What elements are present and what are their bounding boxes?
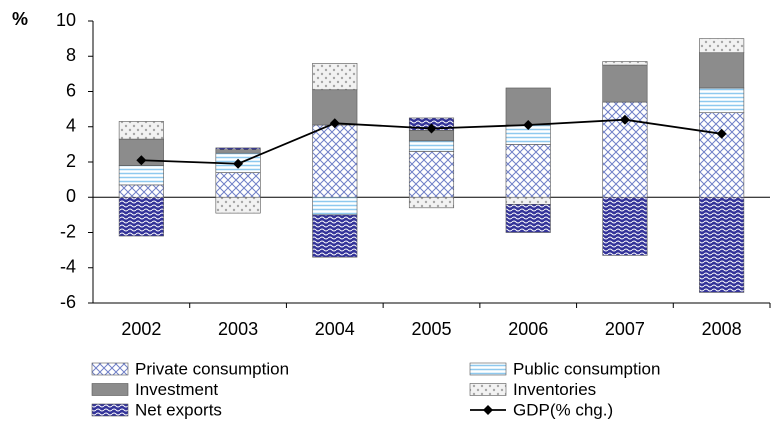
x-tick-label: 2002 <box>121 319 161 339</box>
bar-segment <box>408 140 455 152</box>
bar-segment <box>699 196 745 293</box>
bar-segment <box>215 172 261 198</box>
y-tick-label: 0 <box>66 186 76 206</box>
y-tick-label: 4 <box>66 116 76 136</box>
bar-segment <box>312 124 358 198</box>
line-marker <box>426 123 437 134</box>
legend-swatch <box>91 383 129 396</box>
y-tick-label: 2 <box>66 151 76 171</box>
bar-segment <box>312 196 358 216</box>
bar-segment <box>699 87 745 113</box>
y-tick-label: -6 <box>60 292 76 312</box>
legend-swatch <box>91 403 129 417</box>
bar-segment <box>215 196 261 214</box>
bar-segment <box>118 196 164 237</box>
line-marker <box>619 114 630 125</box>
legend-marker <box>483 405 493 415</box>
bar-segment <box>505 144 551 198</box>
bar-segment <box>118 121 164 140</box>
y-tick-label: -2 <box>60 221 76 241</box>
legend-label: Inventories <box>513 380 596 399</box>
y-tick-label: 10 <box>56 10 76 30</box>
bar-segment <box>312 214 358 258</box>
y-tick-label: 8 <box>66 45 76 65</box>
y-tick-label: 6 <box>66 80 76 100</box>
legend-swatch <box>469 362 507 376</box>
y-axis-label: % <box>12 9 28 29</box>
bar-segment <box>505 204 551 233</box>
legend-label: Investment <box>135 380 218 399</box>
bar-segment <box>312 62 358 91</box>
bar-segment <box>118 165 164 186</box>
bar-segment <box>215 147 261 150</box>
bar-segment <box>699 38 745 54</box>
x-tick-label: 2008 <box>702 319 742 339</box>
bar-segment <box>408 151 455 198</box>
legend-label: GDP(% chg.) <box>513 400 613 419</box>
bar-segment <box>505 87 551 126</box>
line-marker <box>329 118 340 129</box>
x-tick-label: 2005 <box>411 319 451 339</box>
legend-label: Private consumption <box>135 359 289 378</box>
bar-segment <box>699 112 745 198</box>
x-tick-label: 2003 <box>218 319 258 339</box>
line-marker <box>716 128 727 139</box>
y-tick-label: -4 <box>60 257 76 277</box>
bar-segment <box>699 52 745 89</box>
bar-segment <box>408 196 455 209</box>
bar-segment <box>505 196 551 205</box>
bar-segment <box>118 184 164 198</box>
x-tick-label: 2006 <box>508 319 548 339</box>
x-tick-label: 2004 <box>315 319 355 339</box>
legend-label: Public consumption <box>513 359 660 378</box>
legend-swatch <box>91 362 129 376</box>
bar-segment <box>602 61 648 66</box>
legend-label: Net exports <box>135 400 222 419</box>
x-tick-label: 2007 <box>605 319 645 339</box>
legend-swatch <box>469 383 507 396</box>
line-marker <box>233 158 244 169</box>
bar-segment <box>602 196 648 256</box>
line-marker <box>523 119 534 130</box>
line-marker <box>136 155 147 166</box>
bar-segment <box>215 149 261 154</box>
bar-segment <box>602 64 648 103</box>
